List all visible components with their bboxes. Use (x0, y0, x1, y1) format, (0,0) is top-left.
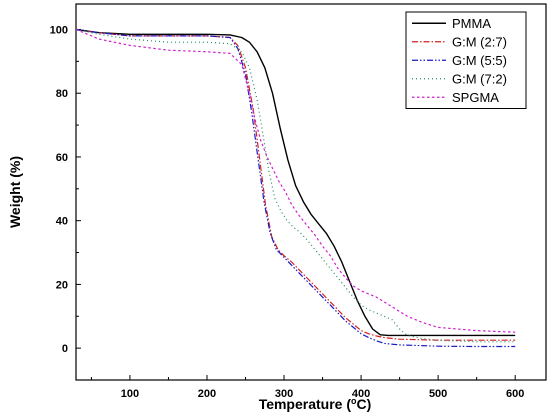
legend: PMMA G:M (2:7) G:M (5:5) G:M (7:2) SPGMA (405, 11, 527, 109)
legend-box (405, 11, 527, 109)
y-axis-title: Weight (%) (7, 156, 23, 228)
x-tick-label: 600 (506, 388, 524, 400)
y-tick-label: 80 (56, 88, 68, 100)
plot-frame (75, 3, 547, 381)
y-tick-label: 40 (56, 216, 68, 228)
legend-label-2: G:M (5:5) (452, 53, 507, 68)
series-line-2 (75, 28, 516, 348)
y-axis-title-group: Weight (%) (7, 156, 23, 228)
plot-layer: 100 200 300 400 500 600 0 20 40 60 80 100 (50, 3, 547, 400)
y-tick-label: 60 (56, 152, 68, 164)
x-axis-title: Temperature (oC) (259, 396, 372, 412)
y-tick-label: 20 (56, 279, 68, 291)
legend-label-4: SPGMA (452, 90, 499, 105)
x-axis-title-main: Temperature ( (259, 396, 352, 412)
y-tick-label: 100 (50, 24, 68, 36)
series-line-0 (75, 28, 516, 337)
x-tick-label: 300 (275, 388, 293, 400)
legend-label-0: PMMA (452, 16, 491, 31)
x-axis-title-unit: C) (357, 396, 372, 412)
x-tick-label: 500 (429, 388, 447, 400)
x-tick-label: 200 (198, 388, 216, 400)
legend-label-3: G:M (7:2) (452, 71, 507, 86)
x-axis-title-degree: o (351, 396, 357, 406)
legend-label-1: G:M (2:7) (452, 34, 507, 49)
x-tick-label: 400 (352, 388, 370, 400)
x-tick-label: 100 (121, 388, 139, 400)
y-tick-label: 0 (62, 343, 68, 355)
series-line-4 (75, 28, 516, 333)
